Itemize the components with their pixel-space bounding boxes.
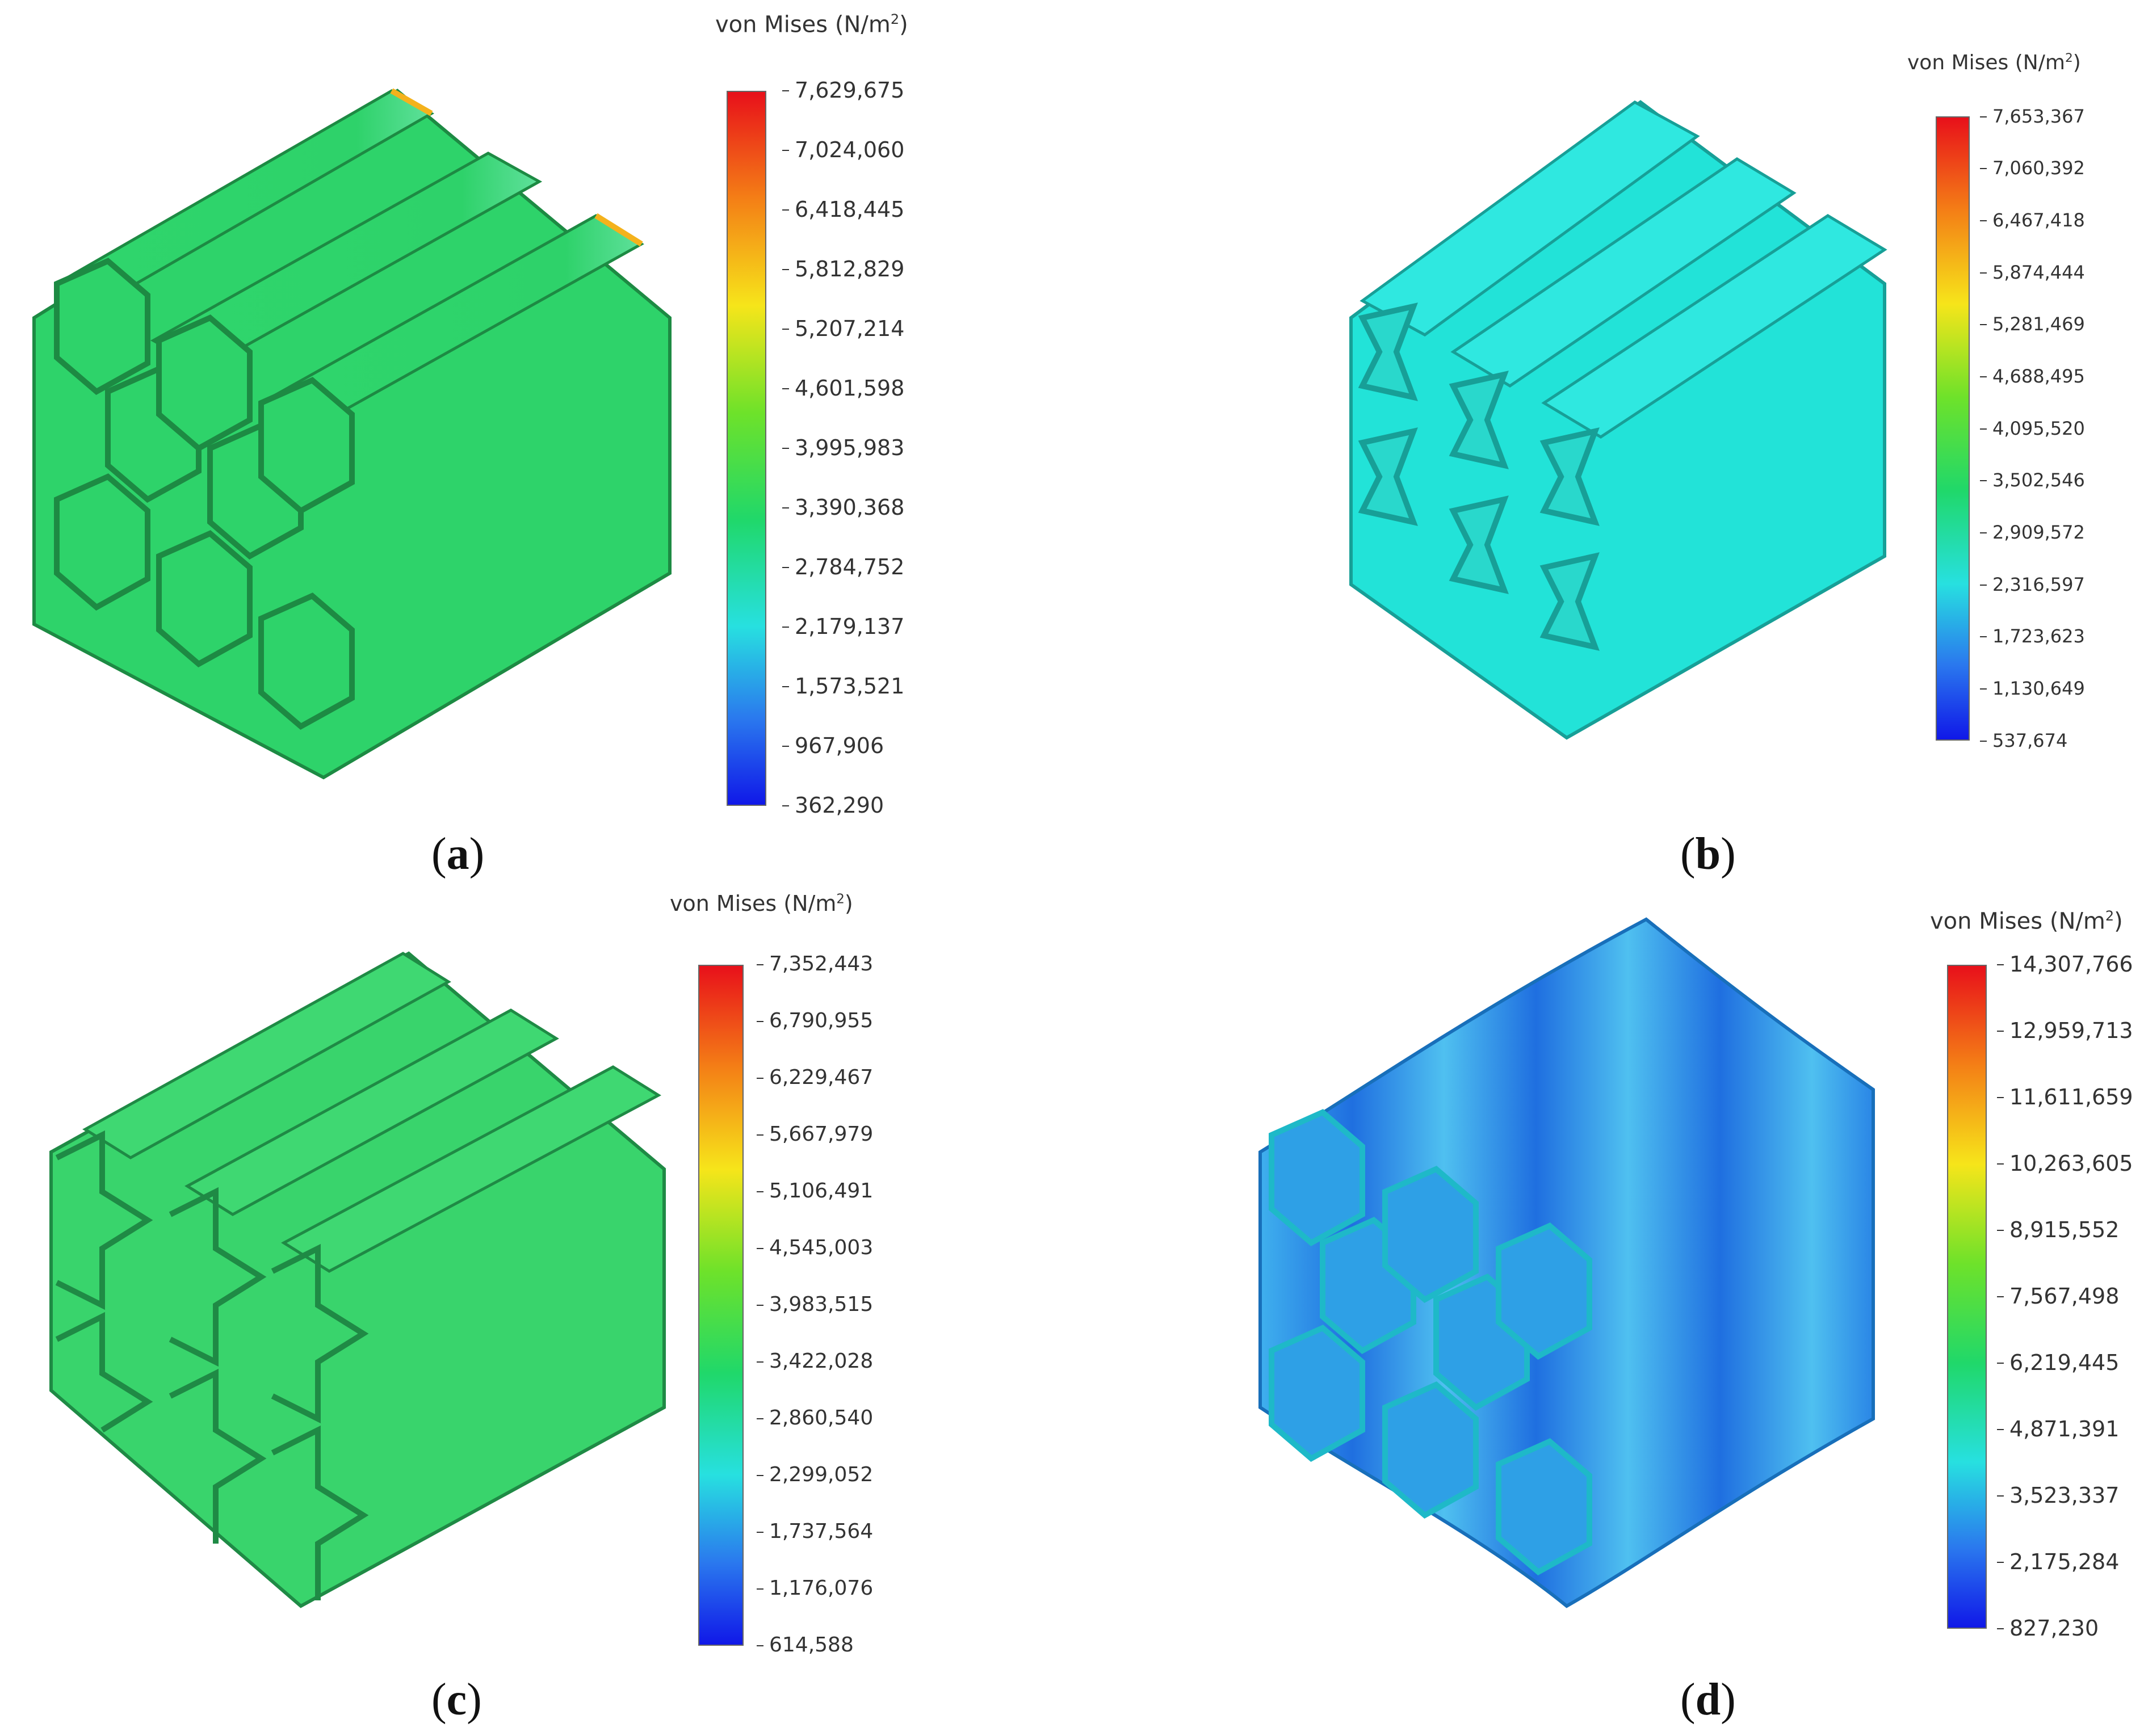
colorbar-d-tick: 827,230 [1996, 1616, 2099, 1641]
colorbar-b-tick: 537,674 [1979, 729, 2068, 751]
colorbar-d-tick: 4,871,391 [1996, 1416, 2120, 1442]
structure-b-top-face-2 [1450, 157, 1797, 388]
colorbar-c-tick: 5,106,491 [756, 1179, 874, 1203]
colorbar-b-ticks: 7,653,367 7,060,392 6,467,418 5,874,444 5,28… [1979, 106, 2134, 751]
structure-a-cells [54, 258, 355, 730]
colorbar-b-tick: 1,130,649 [1980, 678, 2085, 700]
colorbar-a-tick: 5,207,214 [782, 316, 905, 342]
colorbar-c: von Mises (N/m2) 7,352,443 6,790,955 6,229… [670, 891, 914, 1657]
colorbar-a-tick: 5,812,829 [782, 257, 905, 282]
colorbar-d-tick: 10,263,605 [1997, 1151, 2133, 1176]
colorbar-a-gradient [727, 91, 766, 806]
colorbar-c-tick: 6,790,955 [756, 1009, 874, 1033]
colorbar-a-tick: 3,995,983 [782, 435, 905, 461]
structure-c-cells [55, 1130, 369, 1600]
structure-d [1258, 917, 1875, 1608]
colorbar-c-tick: 7,352,443 [756, 952, 874, 976]
colorbar-d-ticks: 14,307,766 12,959,713 11,611,659 10,263,605… [1996, 952, 2140, 1641]
colorbar-c-tick: 2,299,052 [756, 1463, 874, 1487]
colorbar-a-tick: 3,390,368 [782, 495, 905, 520]
colorbar-c-ticks: 7,352,443 6,790,955 6,229,467 5,667,979 5,10… [756, 952, 911, 1657]
colorbar-d-tick: 8,915,552 [1996, 1217, 2120, 1243]
colorbar-d-tick: 12,959,713 [1997, 1018, 2133, 1044]
colorbar-a-tick: 6,418,445 [782, 197, 905, 222]
colorbar-b-tick: 3,502,546 [1980, 469, 2085, 491]
colorbar-a-title: von Mises (N/m2) [715, 11, 908, 38]
colorbar-b-tick: 4,095,520 [1980, 417, 2085, 439]
colorbar-c-tick: 1,737,564 [756, 1520, 874, 1544]
colorbar-c-tick: 3,983,515 [756, 1293, 874, 1317]
colorbar-c-tick: 2,860,540 [756, 1406, 874, 1430]
colorbar-d-title: von Mises (N/m2) [1930, 908, 2123, 935]
colorbar-b-tick: 4,688,495 [1980, 365, 2085, 388]
structure-b [1349, 100, 1887, 740]
colorbar-a: von Mises (N/m2) 7,629,675 7,024,060 6,418… [715, 11, 959, 818]
colorbar-b-tick: 7,060,392 [1980, 157, 2085, 179]
colorbar-a-tick: 2,179,137 [782, 614, 905, 640]
colorbar-d-gradient [1947, 965, 1987, 1629]
structure-c [49, 951, 666, 1608]
colorbar-a-tick: 1,573,521 [782, 674, 905, 699]
colorbar-a-tick: 2,784,752 [782, 554, 905, 580]
structure-c-body [49, 951, 666, 1608]
colorbar-b: von Mises (N/m2) 7,653,367 7,060,392 6,467… [1907, 51, 2140, 760]
colorbar-d-tick: 3,523,337 [1996, 1483, 2120, 1508]
structure-d-cells [1269, 1109, 1592, 1576]
colorbar-a-tick: 7,024,060 [782, 137, 905, 163]
structure-a [32, 88, 672, 780]
colorbar-c-tick: 6,229,467 [756, 1066, 874, 1090]
colorbar-b-tick: 5,281,469 [1980, 313, 2085, 335]
colorbar-b-title: von Mises (N/m2) [1907, 51, 2081, 74]
colorbar-d-tick: 2,175,284 [1996, 1549, 2120, 1575]
structure-c-top-face-3 [281, 1065, 661, 1273]
colorbar-d-tick: 6,219,445 [1996, 1350, 2120, 1376]
colorbar-d-tick: 14,307,766 [1997, 952, 2133, 977]
panel-label-a: (a) [431, 829, 485, 879]
colorbar-b-tick: 5,874,444 [1980, 261, 2085, 283]
colorbar-b-gradient [1936, 116, 1970, 741]
colorbar-c-tick: 4,545,003 [756, 1236, 874, 1260]
colorbar-a-tick: 967,906 [782, 733, 884, 759]
colorbar-b-tick: 1,723,623 [1980, 625, 2085, 648]
colorbar-a-tick: 362,290 [782, 793, 884, 818]
colorbar-b-tick: 2,909,572 [1980, 522, 2085, 544]
structure-b-cells [1358, 302, 1600, 651]
colorbar-c-tick: 5,667,979 [756, 1123, 874, 1146]
colorbar-b-tick: 7,653,367 [1980, 105, 2085, 127]
colorbar-c-title: von Mises (N/m2) [670, 891, 853, 916]
colorbar-c-tick: 1,176,076 [756, 1577, 874, 1600]
colorbar-a-tick: 7,629,675 [782, 78, 905, 103]
colorbar-d-tick: 11,611,659 [1997, 1085, 2133, 1110]
structure-b-top-face-3 [1541, 214, 1887, 439]
colorbar-b-tick: 6,467,418 [1980, 209, 2085, 232]
colorbar-c-tick: 3,422,028 [756, 1350, 874, 1373]
colorbar-c-gradient [698, 965, 744, 1646]
panel-label-b: (b) [1680, 829, 1736, 879]
colorbar-d-tick: 7,567,498 [1996, 1284, 2120, 1309]
panel-label-c: (c) [431, 1675, 482, 1725]
colorbar-d: von Mises (N/m2) 14,307,766 12,959,713 11,… [1930, 908, 2140, 1646]
colorbar-a-tick: 4,601,598 [782, 376, 905, 401]
structure-c-top-face-1 [82, 952, 451, 1159]
colorbar-a-ticks: 7,629,675 7,024,060 6,418,445 5,812,829 5,20… [782, 78, 954, 818]
colorbar-b-tick: 2,316,597 [1980, 573, 2085, 595]
panel-label-d: (d) [1680, 1675, 1736, 1725]
colorbar-c-tick: 614,588 [757, 1633, 854, 1657]
